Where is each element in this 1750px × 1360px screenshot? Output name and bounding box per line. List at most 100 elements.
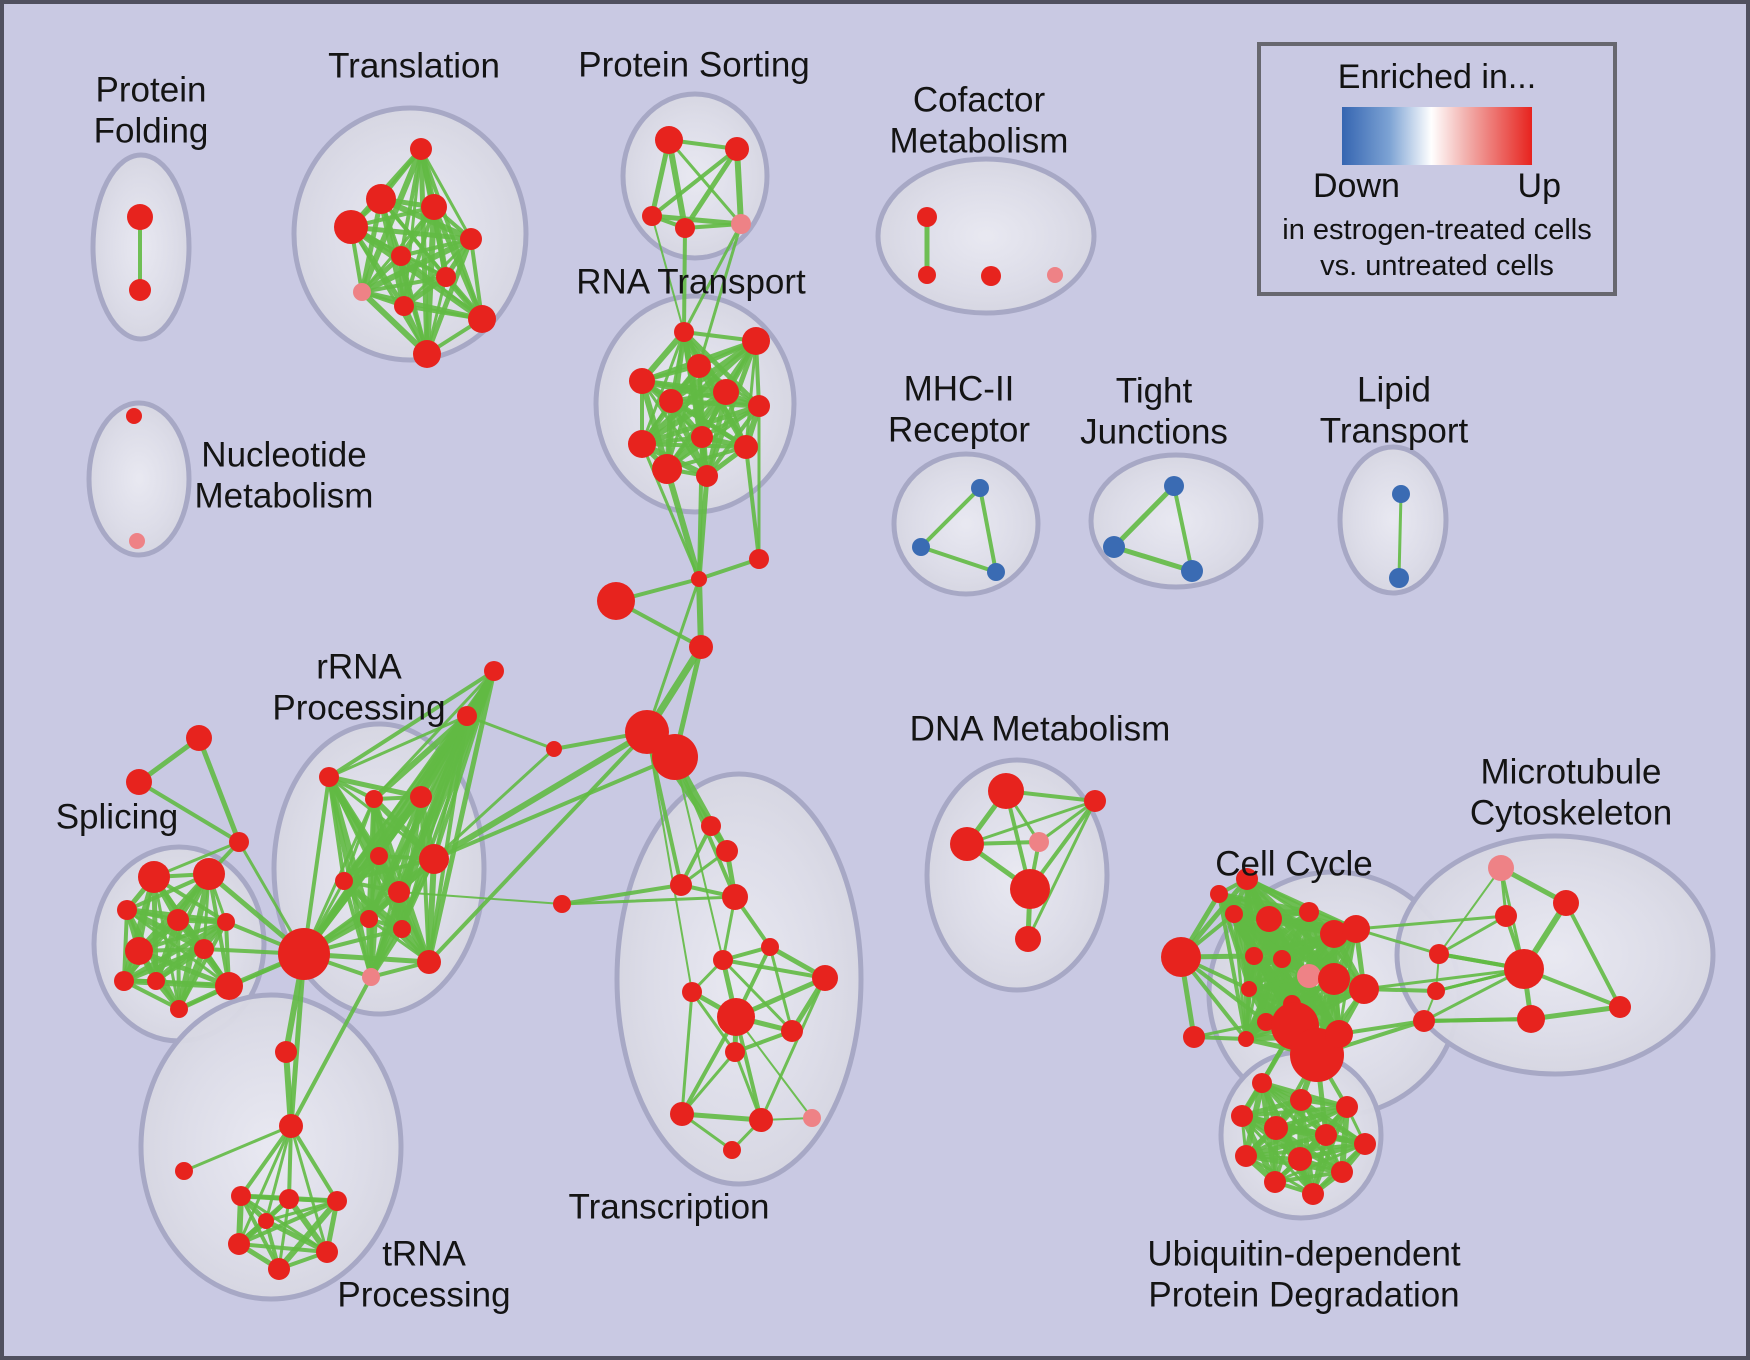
network-edge — [1111, 483, 1177, 550]
cluster-label-tight-junctions-line2: Junctions — [1080, 412, 1228, 451]
network-edge — [399, 254, 484, 321]
network-node — [1241, 981, 1257, 997]
cluster-ellipse-mhc-ii-receptor — [891, 451, 1041, 597]
network-node — [1495, 905, 1517, 927]
network-node — [278, 928, 330, 980]
network-node — [126, 408, 142, 424]
cluster-label-trna-processing-line1: tRNA — [382, 1234, 466, 1273]
network-edge — [264, 1199, 339, 1223]
network-node — [125, 937, 153, 965]
legend-box: Enriched in... Down Up in estrogen-treat… — [1257, 42, 1617, 296]
network-node — [1429, 944, 1449, 964]
network-node — [981, 266, 1001, 286]
network-node — [231, 1186, 251, 1206]
network-edge — [359, 196, 384, 295]
network-edge — [721, 958, 794, 1033]
network-edge — [122, 908, 129, 983]
cluster-label-dna-metabolism-line1: DNA Metabolism — [910, 709, 1171, 748]
network-edge — [697, 222, 743, 368]
network-node — [1413, 1010, 1435, 1032]
network-node — [393, 920, 411, 938]
network-edge — [177, 920, 228, 1011]
network-node — [1264, 1116, 1288, 1140]
network-edge — [1232, 912, 1248, 1041]
network-edge — [646, 731, 693, 993]
network-node — [1349, 974, 1379, 1004]
cluster-label-tight-junctions-line1: Tight — [1116, 371, 1193, 410]
network-edge — [1240, 1105, 1349, 1118]
cluster-label-nucleotide-metabolism-line2: Metabolism — [195, 476, 374, 515]
cluster-label-ubiquitin-degradation-line2: Protein Degradation — [1148, 1275, 1459, 1314]
network-edge — [1397, 492, 1403, 580]
network-edge — [680, 990, 694, 1116]
network-edge — [664, 466, 702, 582]
network-edge — [735, 1016, 813, 1119]
network-edge — [239, 1194, 281, 1271]
network-node — [365, 790, 383, 808]
network-edge — [277, 1197, 291, 1271]
network-edge — [721, 958, 827, 980]
cluster-label-microtubule-cytoskeleton-line2: Cytoskeleton — [1470, 793, 1672, 832]
cluster-label-cell-cycle-line1: Cell Cycle — [1215, 844, 1373, 883]
network-edge — [744, 445, 761, 561]
network-node — [229, 832, 249, 852]
network-node — [1210, 885, 1228, 903]
cluster-ellipse-microtubule-cytoskeleton — [1394, 833, 1716, 1077]
network-node — [360, 910, 378, 928]
network-node — [971, 479, 989, 497]
network-edge — [759, 976, 827, 1122]
network-node — [334, 210, 368, 244]
cluster-label-translation-line1: Translation — [328, 46, 500, 85]
network-node — [713, 379, 739, 405]
cluster-label-protein-sorting-line1: Protein Sorting — [578, 45, 810, 84]
network-node — [1238, 1031, 1254, 1047]
network-edge — [276, 1198, 340, 1272]
network-node — [1504, 949, 1544, 989]
network-node — [1297, 964, 1321, 988]
network-node — [186, 725, 212, 751]
network-node — [370, 847, 388, 865]
network-edge — [289, 1124, 339, 1203]
network-edge — [136, 948, 232, 989]
network-edge — [639, 389, 729, 447]
network-edge — [919, 486, 982, 549]
network-edge — [153, 919, 229, 984]
network-node — [193, 858, 225, 890]
cluster-label-lipid-transport-line1: Lipid — [1357, 370, 1431, 409]
network-edge — [1337, 1019, 1426, 1036]
network-edge — [733, 1050, 763, 1122]
network-node — [468, 305, 496, 333]
network-edge — [919, 545, 998, 574]
network-edge — [705, 404, 761, 478]
network-node — [655, 126, 683, 154]
network-edge — [359, 289, 430, 357]
network-edge — [1273, 1142, 1367, 1184]
network-node — [912, 538, 930, 556]
network-node — [652, 734, 698, 780]
network-node — [918, 266, 936, 284]
network-node — [748, 395, 770, 417]
network-edge — [679, 824, 713, 887]
network-node — [194, 939, 214, 959]
network-node — [642, 206, 662, 226]
network-edge — [264, 1124, 293, 1223]
network-node — [388, 881, 410, 903]
network-node — [1299, 902, 1319, 922]
network-edge — [367, 917, 431, 964]
network-node — [670, 1102, 694, 1126]
legend-gradient-bar — [1342, 107, 1532, 165]
network-edge — [1111, 544, 1195, 574]
cluster-label-splicing-line1: Splicing — [56, 797, 179, 836]
network-edge — [734, 146, 744, 227]
network-node — [761, 938, 779, 956]
cluster-label-rrna-processing-line2: Processing — [272, 688, 445, 727]
network-node — [319, 767, 339, 787]
network-node — [316, 1241, 338, 1263]
network-edge — [690, 990, 737, 1054]
network-node — [1161, 937, 1201, 977]
network-node — [812, 965, 838, 991]
network-node — [228, 1233, 250, 1255]
network-edge — [1438, 867, 1502, 955]
network-node — [129, 279, 151, 301]
network-edge — [427, 730, 649, 964]
